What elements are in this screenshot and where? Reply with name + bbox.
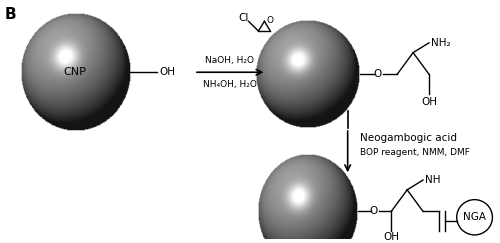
Text: BOP reagent, NMM, DMF: BOP reagent, NMM, DMF [360, 148, 470, 157]
Text: O: O [374, 69, 382, 79]
Text: NH₄OH, H₂O: NH₄OH, H₂O [203, 80, 256, 89]
Circle shape [456, 200, 492, 235]
Text: NH: NH [425, 175, 440, 185]
Text: Cl: Cl [238, 13, 249, 23]
Text: CNP: CNP [64, 67, 86, 77]
Text: OH: OH [384, 232, 400, 242]
Text: OH: OH [160, 67, 176, 77]
Text: O: O [266, 16, 274, 25]
Text: NGA: NGA [463, 212, 486, 222]
Text: NaOH, H₂O: NaOH, H₂O [205, 56, 254, 65]
Text: B: B [4, 7, 16, 22]
Text: NH₂: NH₂ [431, 38, 450, 48]
Text: O: O [370, 206, 378, 217]
Text: OH: OH [421, 97, 437, 107]
Text: Neogambogic acid: Neogambogic acid [360, 133, 456, 143]
